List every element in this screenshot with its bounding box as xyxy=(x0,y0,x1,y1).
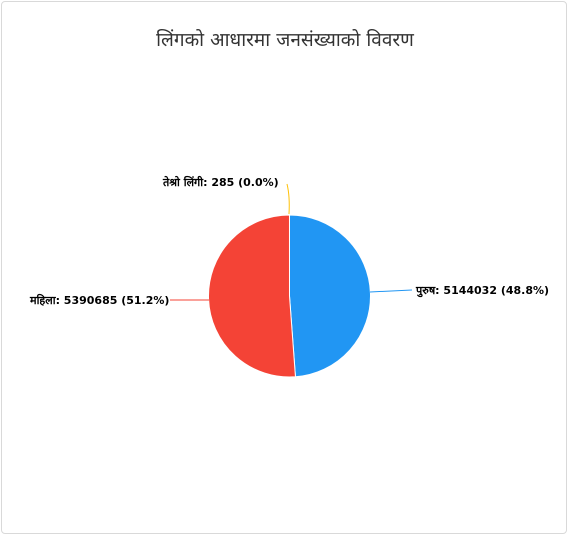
leader-line-0 xyxy=(369,289,413,293)
pie-slice-1[interactable] xyxy=(207,214,296,378)
pie-slice-0[interactable] xyxy=(289,214,371,378)
data-label-0: पुरुष: 5144032 (48.8%) xyxy=(415,284,549,298)
data-label-2: तेश्रो लिंगी: 285 (0.0%) xyxy=(162,175,279,189)
chart-title: लिंगको आधारमा जनसंख्याको विवरण xyxy=(156,29,414,51)
data-label-1: महिला: 5390685 (51.2%) xyxy=(29,293,169,307)
leader-line-2 xyxy=(286,183,290,215)
